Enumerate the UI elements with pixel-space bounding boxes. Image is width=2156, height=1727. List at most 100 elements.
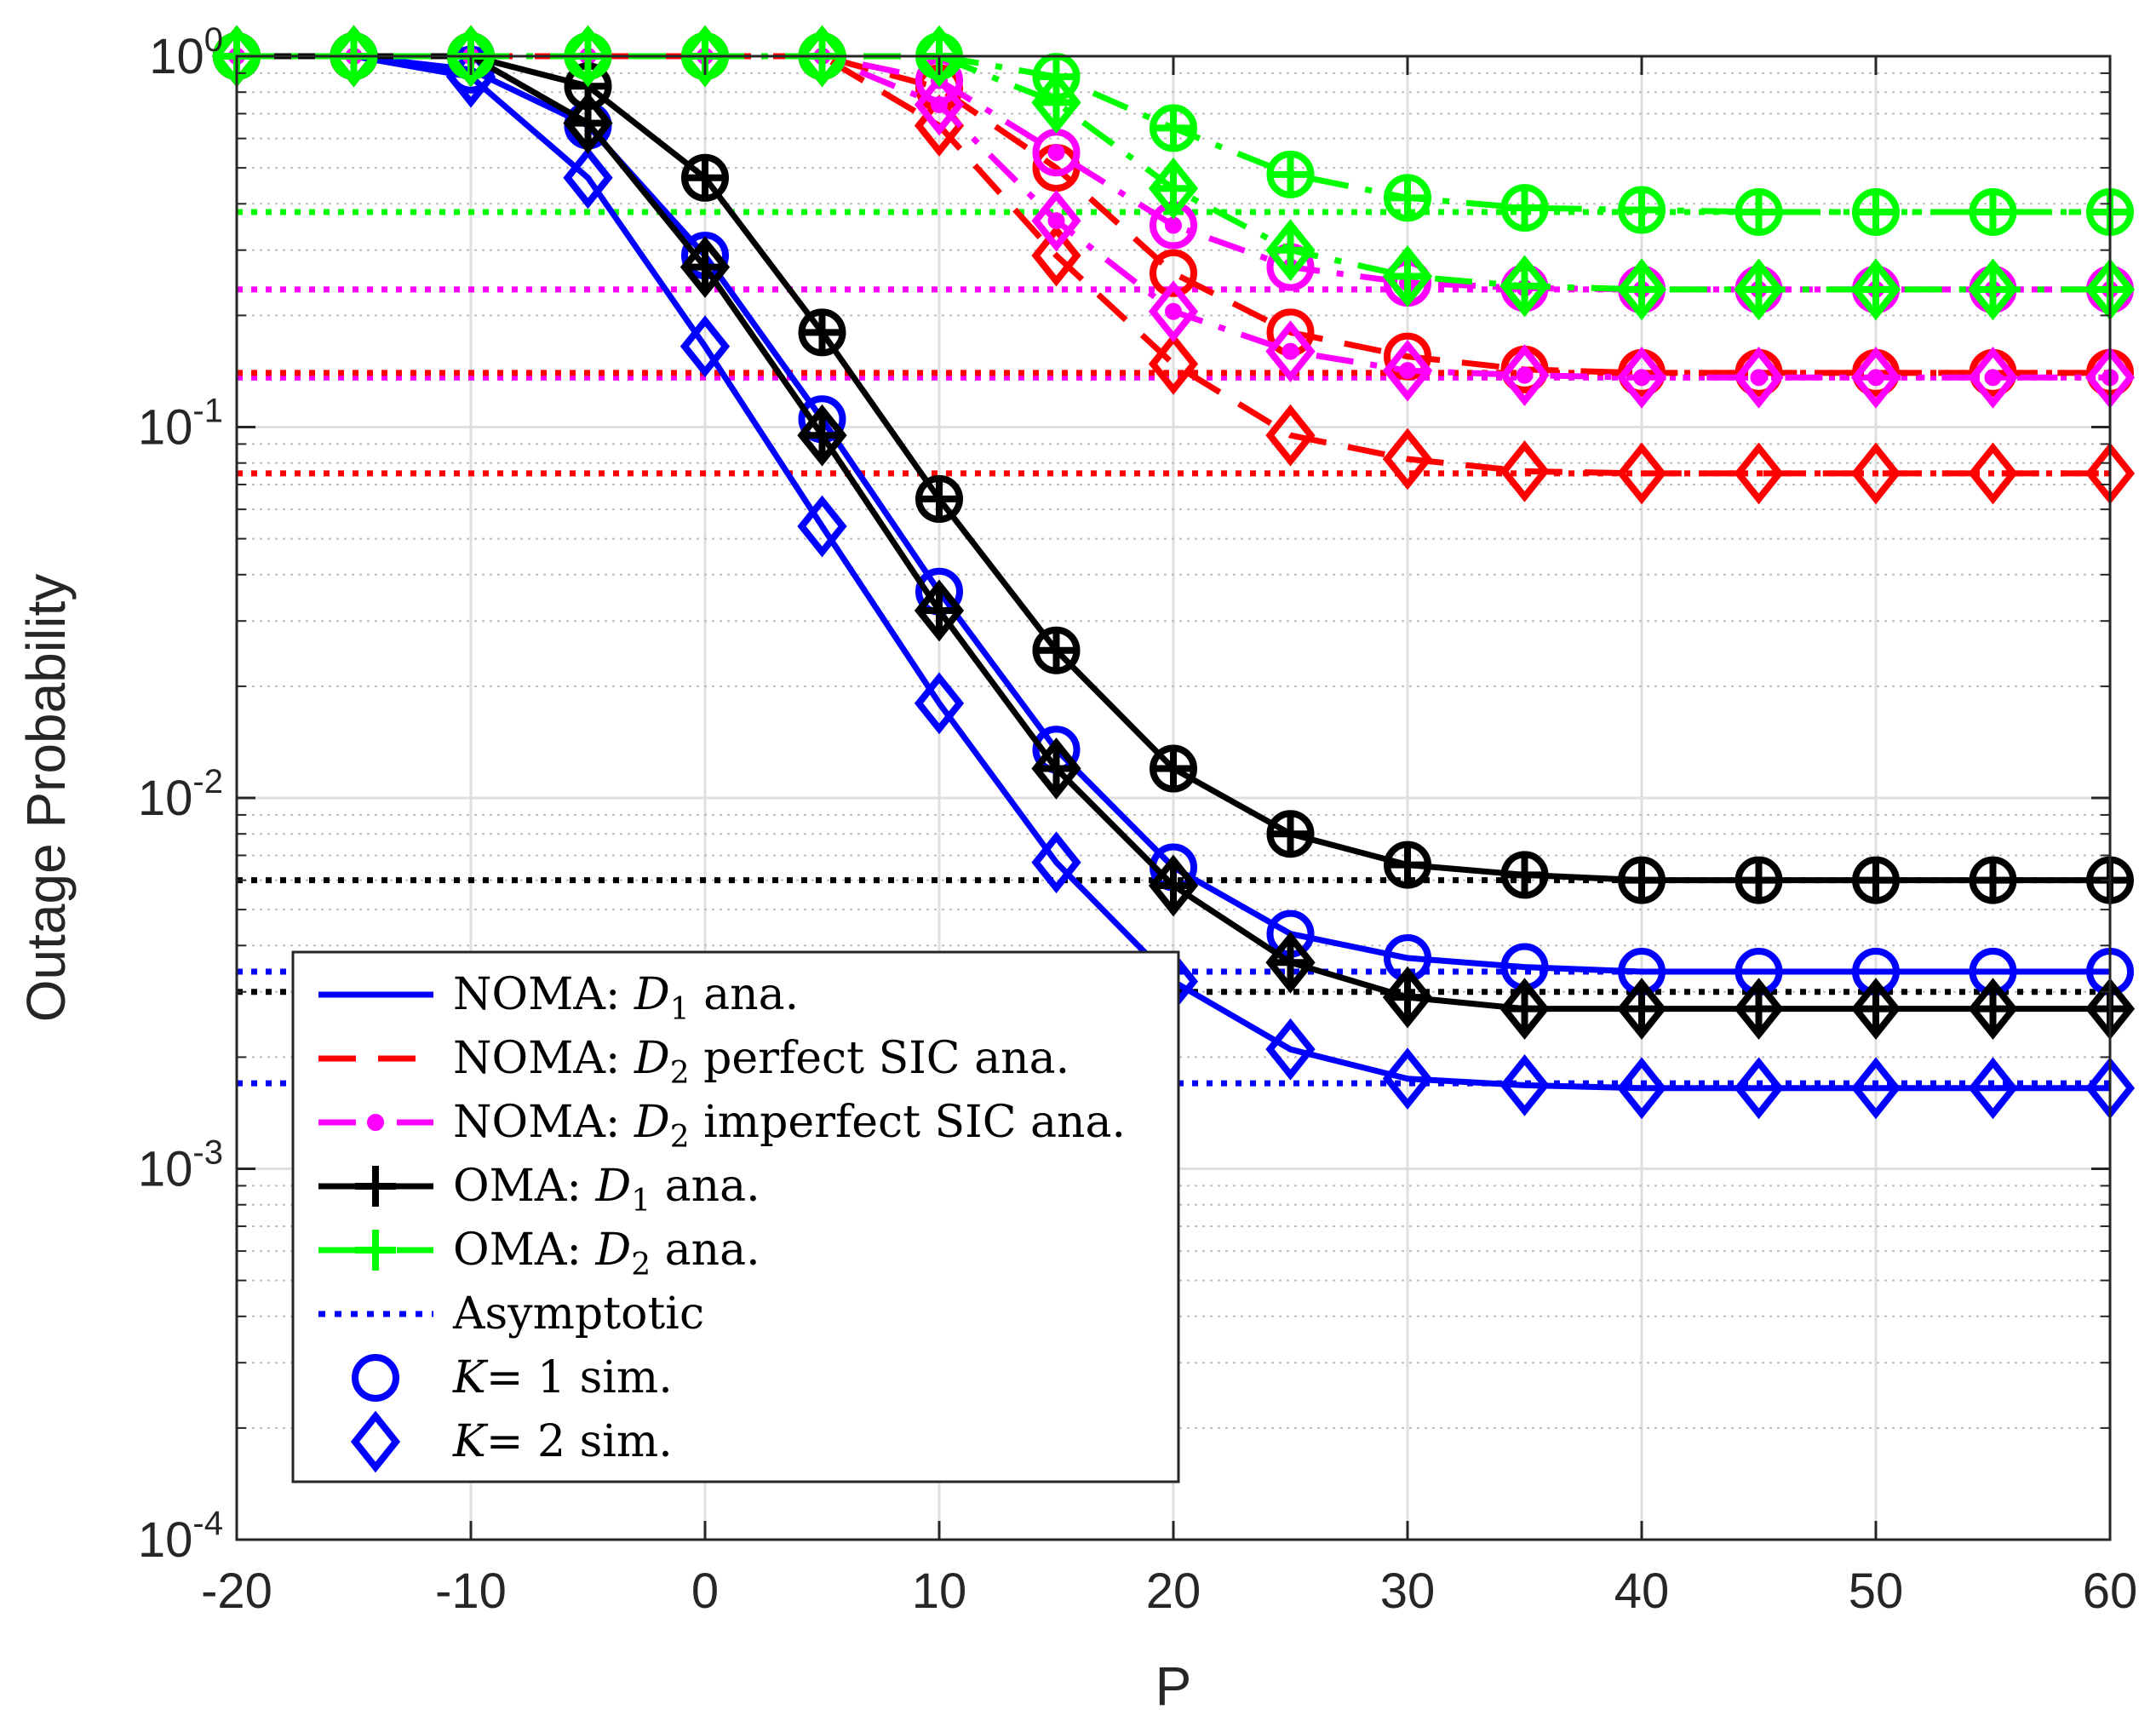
data-point — [914, 73, 965, 136]
data-point — [683, 155, 727, 200]
data-point — [1382, 1047, 1433, 1110]
data-point — [355, 1166, 396, 1207]
data-point — [1385, 175, 1430, 221]
data-point — [800, 310, 845, 355]
data-point — [1499, 255, 1550, 318]
data-point — [1150, 249, 1197, 297]
axes — [235, 55, 2112, 1541]
data-point — [1616, 442, 1667, 505]
data-point — [1984, 369, 2002, 387]
data-point — [914, 25, 965, 88]
legend: NOMA: D1 ana. NOMA: D2 perfect SIC ana. NO… — [291, 950, 1180, 1483]
data-point — [1031, 189, 1081, 252]
data-point — [1968, 442, 2018, 505]
data-point — [1736, 267, 1781, 312]
data-point — [1268, 152, 1313, 197]
data-point — [1734, 258, 1784, 321]
data-point — [1148, 332, 1199, 395]
data-point — [800, 413, 845, 458]
data-point — [1034, 80, 1079, 125]
data-point — [1736, 190, 1781, 235]
data-point — [1970, 190, 2016, 235]
data-point — [1850, 1057, 1901, 1120]
y-tick-label: 10-2 — [138, 763, 223, 826]
data-point — [563, 92, 613, 154]
data-point — [1265, 404, 1316, 467]
data-point — [1516, 366, 1534, 384]
data-point — [445, 25, 496, 88]
data-point — [1736, 858, 1781, 903]
data-point — [679, 236, 731, 299]
data-point — [563, 25, 613, 88]
data-point — [1968, 978, 2018, 1041]
data-point — [679, 25, 731, 88]
x-tick-label: 20 — [1146, 1563, 1201, 1619]
data-point — [1499, 344, 1550, 406]
data-point — [1382, 427, 1433, 491]
data-point — [797, 495, 847, 558]
data-point — [1734, 346, 1784, 409]
legend-label: K= 2 sim. — [452, 1416, 673, 1467]
data-point — [1031, 831, 1081, 894]
data-point — [1151, 106, 1196, 151]
x-tick-label: 0 — [691, 1563, 719, 1619]
data-point — [917, 476, 961, 521]
legend-entry: OMA: D2 ana. — [318, 1225, 760, 1282]
x-tick-label: 30 — [1380, 1563, 1436, 1619]
data-point — [1499, 1053, 1550, 1116]
data-point — [350, 1410, 401, 1473]
data-point — [1854, 190, 1898, 235]
data-point — [1148, 157, 1199, 220]
data-point — [1047, 144, 1065, 162]
data-point — [565, 100, 611, 146]
data-point — [1854, 986, 1898, 1031]
legend-label: NOMA: D2 imperfect SIC ana. — [453, 1097, 1126, 1155]
legend-box — [291, 950, 1180, 1483]
data-point — [1854, 267, 1898, 312]
x-tick-labels: -20 -10 0 10 20 30 40 50 60 — [201, 1563, 2137, 1619]
data-point — [1151, 746, 1196, 791]
data-point — [1385, 842, 1430, 887]
data-point — [931, 95, 948, 113]
x-tick-label: 50 — [1849, 1563, 1904, 1619]
data-point — [1165, 216, 1182, 234]
data-point — [797, 25, 847, 88]
data-point — [1620, 986, 1664, 1031]
data-point — [1750, 369, 1768, 387]
data-point — [1031, 737, 1081, 800]
data-point — [1970, 858, 2016, 903]
data-point — [679, 315, 731, 378]
data-point — [1633, 369, 1650, 387]
data-point — [797, 404, 847, 467]
data-point — [1616, 978, 1667, 1041]
data-point — [1151, 864, 1196, 909]
legend-label: NOMA: D1 ana. — [453, 969, 799, 1027]
data-point — [1265, 1018, 1316, 1081]
data-point — [1031, 224, 1081, 287]
legend-label: NOMA: D2 perfect SIC ana. — [453, 1033, 1069, 1091]
legend-entry: K= 1 sim. — [352, 1352, 673, 1403]
data-point — [1736, 986, 1781, 1031]
data-point — [1502, 852, 1547, 898]
data-point — [1499, 440, 1550, 502]
data-point — [914, 579, 965, 642]
data-point — [563, 146, 613, 209]
data-point — [1968, 346, 2018, 409]
data-point — [352, 1354, 399, 1402]
data-point — [1382, 339, 1433, 402]
data-point — [1047, 212, 1065, 230]
legend-entry: Asymptotic — [318, 1288, 704, 1340]
data-point — [1499, 978, 1550, 1041]
legend-entry: K= 2 sim. — [350, 1410, 673, 1473]
y-tick-label: 10-4 — [138, 1505, 223, 1568]
data-point — [1850, 258, 1901, 321]
data-point — [1502, 186, 1547, 231]
x-tick-label: 60 — [2083, 1563, 2138, 1619]
data-point — [1382, 966, 1433, 1029]
legend-label: OMA: D2 ana. — [453, 1225, 760, 1282]
legend-label: Asymptotic — [452, 1288, 704, 1340]
legend-entry: NOMA: D2 perfect SIC ana. — [318, 1033, 1069, 1091]
data-point — [1034, 628, 1079, 673]
data-point — [1968, 1057, 2018, 1120]
